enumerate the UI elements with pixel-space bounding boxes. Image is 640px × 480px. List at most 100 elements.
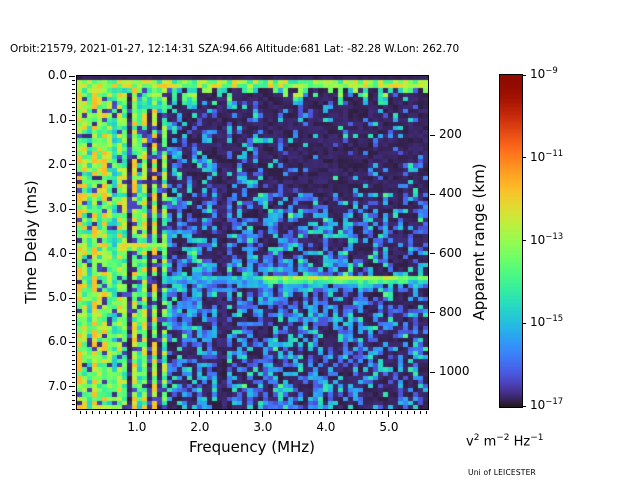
colorbar-unit-label: v2 m−2 Hz−1 <box>466 433 544 450</box>
y-tick-label: 4.0 <box>47 245 67 260</box>
x-minor-tick <box>394 411 396 414</box>
x-minor-tick <box>375 411 377 414</box>
x-minor-tick <box>211 411 213 414</box>
y-minor-tick <box>72 279 75 281</box>
x-minor-tick <box>293 411 295 414</box>
y-minor-tick <box>72 146 75 148</box>
y-minor-tick <box>72 150 75 152</box>
y-minor-tick <box>72 261 75 263</box>
y-minor-tick <box>72 106 75 108</box>
x-minor-tick <box>287 411 289 414</box>
y-minor-tick <box>72 301 75 303</box>
x-minor-tick <box>224 411 226 414</box>
y2-tick-label: 200 <box>439 127 462 142</box>
x-minor-tick <box>174 411 176 414</box>
y-minor-tick <box>72 386 75 388</box>
y-minor-tick <box>72 217 75 219</box>
y2-major-tick <box>430 371 435 373</box>
y-minor-tick <box>72 244 75 246</box>
x-minor-tick <box>369 411 371 414</box>
y-minor-tick <box>72 275 75 277</box>
y-tick-label: 6.0 <box>47 334 67 349</box>
y-minor-tick <box>72 102 75 104</box>
y-minor-tick <box>72 235 75 237</box>
x-minor-tick <box>401 411 403 414</box>
y-minor-tick <box>72 284 75 286</box>
y2-tick-label: 1000 <box>439 364 470 378</box>
y-minor-tick <box>72 155 75 157</box>
y-tick-label: 3.0 <box>47 201 67 216</box>
y-minor-tick <box>72 164 75 166</box>
y-minor-tick <box>72 137 75 139</box>
y-minor-tick <box>72 333 75 335</box>
y-minor-tick <box>72 208 75 210</box>
y-minor-tick <box>72 359 75 361</box>
colorbar-tick-label: 10−9 <box>530 66 558 81</box>
y-minor-tick <box>72 293 75 295</box>
y2-major-tick <box>430 312 435 314</box>
x-minor-tick <box>325 411 327 414</box>
y-minor-tick <box>72 315 75 317</box>
x-minor-tick <box>331 411 333 414</box>
y-minor-tick <box>72 128 75 130</box>
y-minor-tick <box>72 142 75 144</box>
spectrogram-heatmap <box>77 76 428 409</box>
x-minor-tick <box>243 411 245 414</box>
colorbar-tick <box>522 157 526 159</box>
x-minor-tick <box>205 411 207 414</box>
plot-title: Orbit:21579, 2021-01-27, 12:14:31 SZA:94… <box>10 43 460 55</box>
y-minor-tick <box>72 111 75 113</box>
y2-major-tick <box>430 253 435 255</box>
y-minor-tick <box>72 257 75 259</box>
colorbar-tick <box>522 240 526 241</box>
x-minor-tick <box>180 411 182 414</box>
y-minor-tick <box>72 159 75 161</box>
y-minor-tick <box>72 186 75 188</box>
y-minor-tick <box>72 84 75 86</box>
colorbar-frame <box>499 74 523 408</box>
x-minor-tick <box>85 411 87 414</box>
y-minor-tick <box>72 404 75 406</box>
y-minor-tick <box>72 213 75 215</box>
x-minor-tick <box>275 411 276 414</box>
x-minor-tick <box>426 411 428 414</box>
x-major-tick <box>325 411 327 417</box>
x-minor-tick <box>161 411 163 414</box>
y-minor-tick <box>72 97 75 99</box>
x-minor-tick <box>230 411 232 414</box>
colorbar-tick-label: 10−13 <box>530 231 564 247</box>
x-axis-label: Frequency (MHz) <box>188 438 316 456</box>
y-minor-tick <box>72 204 75 206</box>
y-minor-tick <box>72 119 75 121</box>
credit-text: Uni of LEICESTER <box>468 468 536 477</box>
y-tick-label: 5.0 <box>47 290 67 304</box>
x-major-tick <box>388 411 390 417</box>
y-minor-tick <box>72 253 75 255</box>
x-minor-tick <box>117 411 119 414</box>
y-minor-tick <box>72 266 75 268</box>
x-minor-tick <box>262 411 264 414</box>
colorbar-gradient <box>500 75 522 407</box>
y-minor-tick <box>72 337 75 339</box>
x-minor-tick <box>155 411 157 414</box>
y-minor-tick <box>72 199 75 201</box>
x-minor-tick <box>98 411 100 414</box>
x-minor-tick <box>186 411 188 414</box>
x-minor-tick <box>136 411 138 414</box>
y-minor-tick <box>72 355 75 357</box>
y-minor-tick <box>72 173 75 175</box>
y2-tick-label: 600 <box>439 245 462 260</box>
y-minor-tick <box>72 230 75 232</box>
x-minor-tick <box>142 411 144 414</box>
y-minor-tick <box>72 79 75 81</box>
y-tick-label: 0.0 <box>47 68 67 82</box>
y-minor-tick <box>72 319 75 321</box>
y-axis-label: Time Delay (ms) <box>22 180 40 304</box>
x-minor-tick <box>111 411 113 414</box>
x-major-tick <box>136 411 138 417</box>
y-minor-tick <box>72 226 75 228</box>
x-minor-tick <box>79 411 81 414</box>
colorbar-tick <box>522 322 526 324</box>
x-minor-tick <box>199 411 201 414</box>
x-minor-tick <box>92 411 94 414</box>
